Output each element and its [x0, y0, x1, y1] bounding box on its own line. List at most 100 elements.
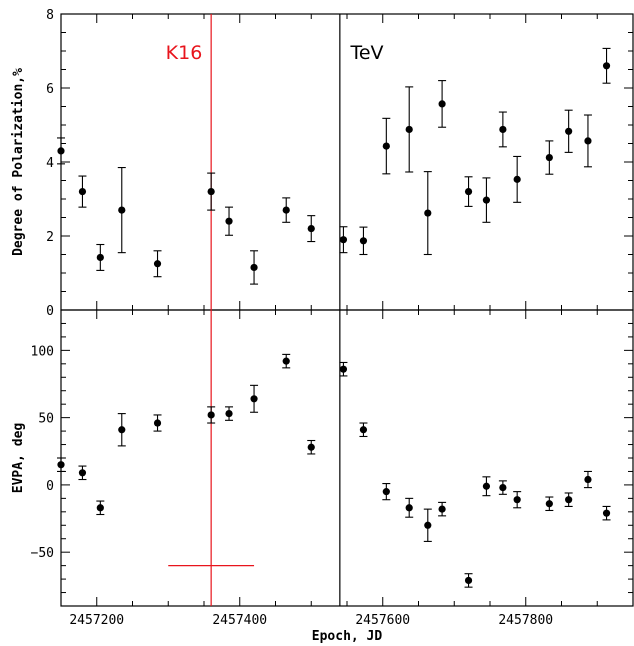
bottom-marker: [153, 419, 162, 427]
top-marker: [118, 206, 126, 214]
top-marker: [57, 147, 65, 155]
x-axis-title: Epoch, JD: [312, 629, 383, 644]
top-marker: [339, 236, 348, 244]
bottom-point: [583, 470, 592, 489]
bottom-y-tick-label: 50: [38, 412, 54, 427]
bottom-marker: [207, 411, 215, 419]
bottom-marker: [250, 395, 258, 403]
top-y-tick-label: 4: [46, 156, 54, 171]
bottom-marker: [584, 475, 592, 484]
top-point: [602, 47, 611, 84]
top-marker: [78, 188, 87, 196]
tev-event-label: TeV: [349, 42, 383, 64]
bottom-point: [513, 491, 522, 509]
x-tick-label: 2457200: [69, 613, 124, 628]
top-marker: [464, 188, 473, 196]
bottom-point: [564, 492, 573, 507]
top-marker: [307, 225, 315, 233]
bottom-marker: [499, 484, 507, 492]
bottom-point: [207, 406, 216, 424]
bottom-point: [339, 361, 348, 377]
bottom-point: [382, 483, 391, 501]
bottom-y-tick-label: −50: [31, 546, 54, 561]
bottom-marker: [282, 357, 290, 365]
x-tick-label: 2457600: [355, 613, 410, 628]
bottom-marker: [225, 410, 233, 418]
top-marker: [584, 137, 592, 145]
top-point: [498, 111, 507, 148]
top-marker: [482, 196, 491, 204]
bottom-point: [464, 573, 473, 588]
bottom-point: [482, 476, 491, 497]
top-point: [545, 140, 554, 175]
top-marker: [545, 153, 553, 162]
top-y-tick-label: 0: [46, 304, 54, 319]
top-marker: [499, 125, 507, 134]
bottom-point: [423, 508, 432, 542]
top-point: [438, 80, 447, 128]
x-tick-labels: 2457200 2457400 2457600 2457800: [69, 613, 553, 628]
top-marker: [359, 237, 368, 245]
bottom-marker: [424, 521, 432, 529]
top-point: [117, 167, 126, 254]
bottom-marker: [602, 509, 611, 517]
top-point: [78, 175, 87, 208]
bottom-point: [153, 414, 162, 432]
bottom-marker: [57, 461, 65, 469]
bottom-y-axis-title: EVPA, deg: [11, 423, 26, 493]
bottom-marker: [405, 504, 413, 512]
bottom-point: [117, 413, 126, 447]
k16-event-label: K16: [166, 42, 203, 64]
top-marker: [565, 127, 573, 135]
top-point: [513, 155, 522, 203]
bottom-y-tick-labels: −50 0 50 100: [31, 344, 54, 561]
bottom-point: [250, 384, 259, 413]
bottom-marker: [513, 496, 521, 504]
top-point: [153, 250, 162, 278]
top-point: [564, 109, 573, 153]
top-point: [96, 243, 105, 271]
top-marker: [602, 62, 611, 70]
bottom-point: [282, 353, 291, 369]
bottom-marker: [339, 365, 348, 373]
top-marker: [207, 188, 215, 196]
top-point: [339, 226, 348, 254]
x-tick-label: 2457800: [498, 613, 553, 628]
top-y-tick-label: 6: [46, 82, 54, 97]
top-point: [482, 177, 491, 223]
top-point: [423, 171, 432, 256]
top-marker: [438, 100, 446, 108]
bottom-point: [498, 480, 507, 495]
top-point: [307, 215, 316, 243]
top-point: [464, 176, 473, 207]
top-point: [382, 117, 391, 175]
bottom-data-points: [57, 353, 611, 588]
top-marker: [405, 125, 413, 134]
bottom-point: [96, 500, 105, 516]
bottom-marker: [545, 500, 553, 508]
top-point: [57, 137, 65, 165]
bottom-point: [359, 422, 368, 438]
bottom-point: [78, 465, 87, 481]
bottom-point: [438, 501, 447, 517]
top-data-points: [57, 47, 611, 285]
x-tick-label: 2457400: [212, 613, 267, 628]
top-marker: [382, 142, 390, 150]
bottom-point: [225, 406, 234, 421]
top-point: [225, 206, 234, 236]
top-y-tick-labels: 0 2 4 6 8: [46, 8, 54, 319]
top-marker: [282, 206, 290, 214]
bottom-marker: [96, 504, 104, 512]
bottom-marker: [382, 488, 390, 496]
top-point: [207, 172, 216, 211]
bottom-marker: [464, 576, 473, 585]
bottom-marker: [118, 426, 126, 434]
bottom-y-tick-label: 100: [31, 344, 54, 359]
bottom-point: [405, 497, 414, 518]
bottom-point: [602, 505, 611, 521]
bottom-point: [57, 457, 65, 473]
bottom-marker: [307, 443, 315, 451]
top-y-tick-label: 8: [46, 8, 54, 23]
